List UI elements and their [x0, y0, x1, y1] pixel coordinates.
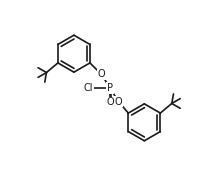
Text: O: O: [98, 70, 105, 79]
Text: P: P: [107, 83, 113, 93]
Text: O: O: [106, 98, 114, 107]
Text: Cl: Cl: [84, 83, 93, 93]
Text: O: O: [115, 97, 122, 106]
